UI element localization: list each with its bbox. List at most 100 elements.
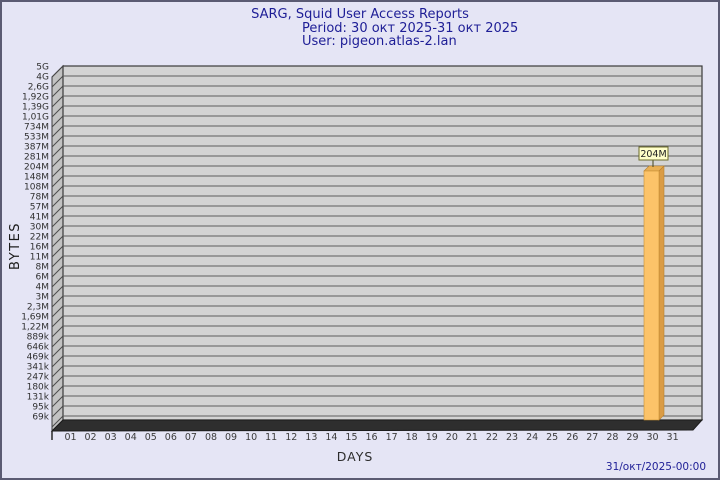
x-tick-label: 03 (105, 432, 117, 443)
wall-diagonal (51, 135, 64, 148)
annotation-box (638, 146, 669, 161)
y-tick-label: 57M (30, 203, 49, 213)
x-axis-title: DAYS (337, 449, 374, 464)
x-tick-label: 28 (606, 432, 618, 443)
x-tick-label: 14 (325, 432, 337, 443)
wall-diagonal (51, 185, 64, 198)
x-tick-label: 26 (566, 432, 578, 443)
report-user: User: pigeon.atlas-2.lan (302, 34, 457, 49)
x-tick-label: 21 (466, 432, 478, 443)
y-tick-label: 11M (30, 253, 49, 263)
x-tick-label: 20 (446, 432, 458, 443)
y-tick-label: 69k (32, 413, 49, 423)
x-axis-tick-labels: 01 02 03 04 05 06 07 08 09 10 11 12 13 14 15 16 17 18 19 20… (64, 432, 678, 443)
y-tick-label: 16M (30, 243, 49, 253)
y-tick-label: 6M (36, 273, 50, 283)
y-tick-label: 78M (30, 193, 49, 203)
y-tick-label: 148M (24, 173, 49, 183)
y-tick-label: 281M (24, 153, 49, 163)
wall-diagonal (51, 85, 64, 98)
wall-diagonal (51, 305, 64, 318)
y-tick-label: 4M (36, 283, 50, 293)
wall-diagonal (51, 325, 64, 338)
y-tick-label: 2,3M (27, 303, 49, 313)
x-tick-label: 12 (285, 432, 297, 443)
x-tick-label: 22 (486, 432, 498, 443)
wall-diagonal (51, 205, 64, 218)
wall-diagonal (51, 75, 64, 88)
wall-diagonal (51, 145, 64, 158)
x-tick-label: 27 (586, 432, 598, 443)
wall-tick-diagonals (51, 65, 64, 428)
x-tick-label: 06 (165, 432, 177, 443)
wall-diagonal (51, 125, 64, 138)
y-tick-label: 1,92G (22, 93, 49, 103)
x-tick-label: 11 (265, 432, 277, 443)
y-tick-label: 131k (27, 393, 50, 403)
x-tick-label: 19 (426, 432, 438, 443)
y-tick-label: 646k (27, 343, 50, 353)
y-tick-label: 1,69M (21, 313, 49, 323)
wall-diagonal (51, 345, 64, 358)
y-tick-label: 469k (27, 353, 50, 363)
y-tick-label: 3M (36, 293, 50, 303)
y-axis-tick-labels: 5G4G2,6G1,92G1,39G1,01G734M533M387M281M2… (21, 63, 50, 423)
wall-diagonal (51, 155, 64, 168)
wall-diagonal (51, 115, 64, 128)
wall-diagonal (51, 225, 64, 238)
y-tick-label: 4G (36, 73, 49, 83)
plot-area (62, 65, 703, 421)
x-tick-label: 29 (626, 432, 638, 443)
y-tick-label: 247k (27, 373, 50, 383)
wall-diagonal (51, 295, 64, 308)
x-tick-label: 09 (225, 432, 237, 443)
wall-diagonal (51, 285, 64, 298)
y-tick-label: 1,39G (22, 103, 49, 113)
wall-diagonal (51, 175, 64, 188)
wall-diagonal (51, 365, 64, 378)
wall-diagonal (51, 355, 64, 368)
x-tick-label: 17 (386, 432, 398, 443)
x-tick-label: 23 (506, 432, 518, 443)
x-tick-label: 31 (667, 432, 679, 443)
wall-diagonal (51, 235, 64, 248)
wall-diagonal (51, 315, 64, 328)
x-tick-label: 15 (345, 432, 357, 443)
x-tick-label: 25 (546, 432, 558, 443)
wall-diagonal (51, 375, 64, 388)
wall-diagonal (51, 385, 64, 398)
x-tick-label: 16 (366, 432, 378, 443)
x-tick-label: 24 (526, 432, 538, 443)
x-tick-label: 08 (205, 432, 217, 443)
y-tick-label: 387M (24, 143, 49, 153)
bar-day-30 (643, 165, 665, 421)
wall-diagonal (51, 105, 64, 118)
annotation-value: 204M (640, 149, 666, 160)
y-tick-label: 5G (36, 63, 49, 73)
wall-diagonal (51, 215, 64, 228)
x-tick-label: 07 (185, 432, 197, 443)
page-title: SARG, Squid User Access Reports (251, 7, 469, 22)
y-tick-label: 734M (24, 123, 49, 133)
y-tick-label: 1,01G (22, 113, 49, 123)
y-tick-label: 889k (27, 333, 50, 343)
x-tick-label: 04 (125, 432, 137, 443)
wall-diagonal (51, 335, 64, 348)
y-tick-label: 341k (27, 363, 50, 373)
wall-diagonal (51, 415, 64, 428)
x-tick-label: 30 (646, 432, 658, 443)
y-tick-label: 95k (32, 403, 49, 413)
wall-diagonal (51, 275, 64, 288)
generation-timestamp: 31/окт/2025-00:00 (605, 461, 706, 473)
chart-3d-floor (50, 419, 704, 432)
wall-diagonal (51, 265, 64, 278)
wall-diagonal (51, 195, 64, 208)
y-tick-label: 1,22M (21, 323, 49, 333)
wall-diagonal (51, 65, 64, 78)
x-tick-label: 10 (245, 432, 257, 443)
report-period: Period: 30 окт 2025-31 окт 2025 (302, 21, 519, 36)
y-tick-label: 22M (30, 233, 49, 243)
x-tick-label: 18 (406, 432, 418, 443)
x-tick-label: 05 (145, 432, 157, 443)
